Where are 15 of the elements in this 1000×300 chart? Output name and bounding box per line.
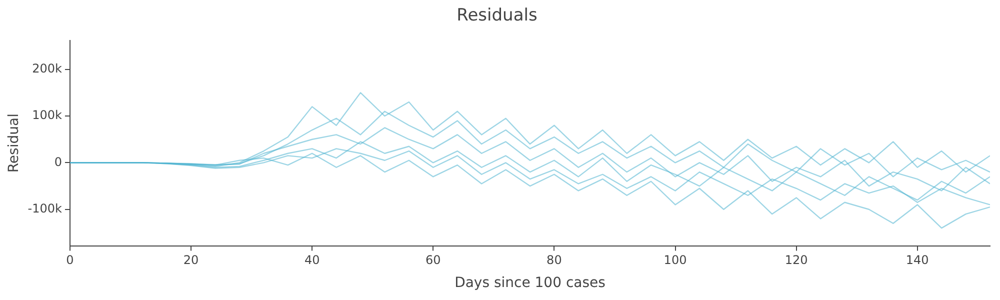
x-tick-label: 140 xyxy=(906,253,929,268)
y-tick-label: -100k xyxy=(28,202,62,216)
x-tick-label: 120 xyxy=(784,253,808,268)
y-tick-label: 100k xyxy=(32,108,62,122)
x-tick-label: 40 xyxy=(304,253,320,268)
chart-title: Residuals xyxy=(456,6,538,26)
x-tick-label: 60 xyxy=(426,253,441,268)
y-tick-label: 200k xyxy=(32,61,62,76)
x-tick-label: 20 xyxy=(183,253,199,268)
x-tick-label: 80 xyxy=(546,253,562,268)
y-tick-label: 0 xyxy=(54,154,62,169)
x-tick-label: 0 xyxy=(66,253,74,268)
x-tick-label: 100 xyxy=(664,253,687,268)
x-axis-title: Days since 100 cases xyxy=(454,275,606,292)
y-axis-title: Residual xyxy=(6,114,22,173)
